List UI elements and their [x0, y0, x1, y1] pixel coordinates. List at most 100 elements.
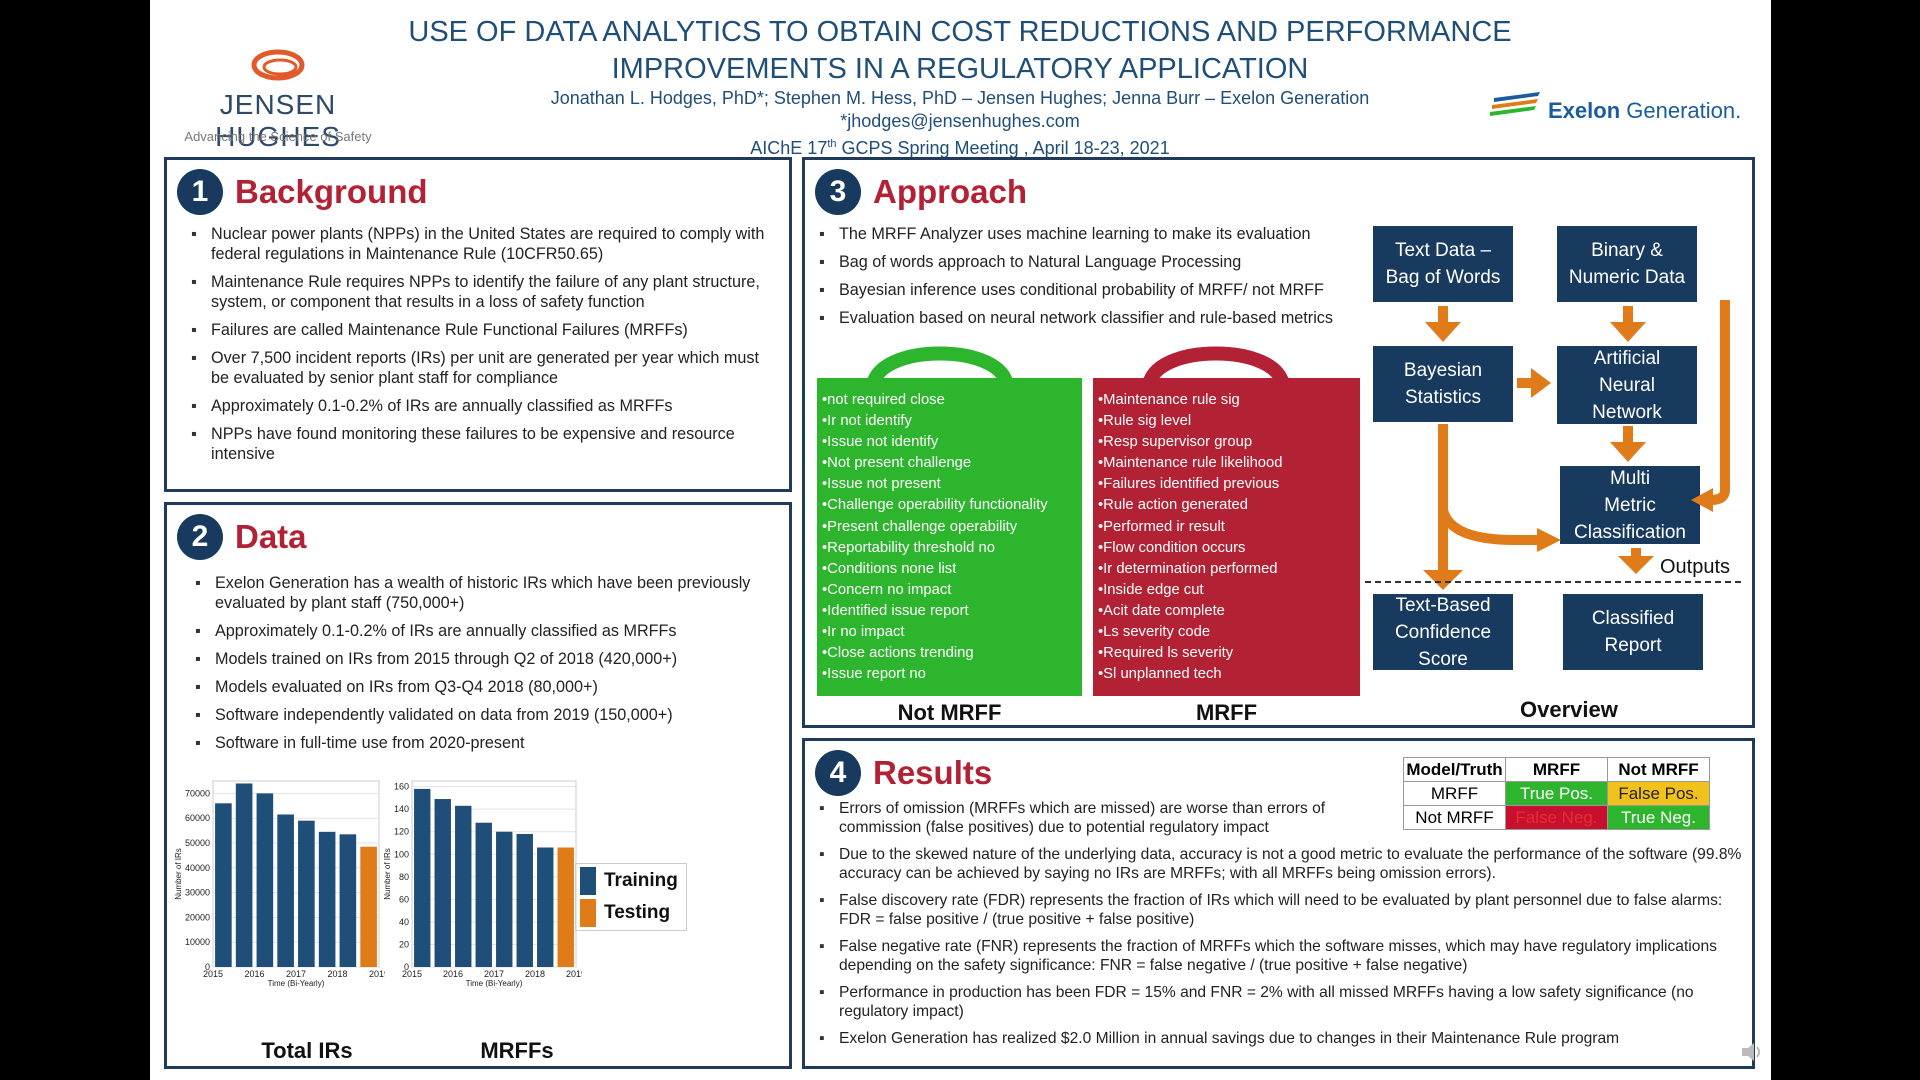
y-tick-label: 0 [205, 962, 210, 972]
legend-training-swatch [580, 867, 596, 895]
y-tick-label: 70000 [185, 788, 210, 798]
bar [537, 847, 554, 967]
not-mrff-word: •Ir not identify [822, 413, 912, 430]
not-mrff-word: •Issue not identify [822, 434, 939, 451]
section-title: Data [235, 518, 307, 555]
bar [339, 834, 357, 967]
mrff-word: •Performed ir result [1098, 518, 1225, 535]
mrff-label: MRFF [1195, 700, 1258, 725]
bullet: Errors of omission (MRFFs which are miss… [817, 799, 1377, 837]
mrff-word: •Required ls severity [1098, 645, 1234, 662]
authors: Jonathan L. Hodges, PhD*; Stephen M. Hes… [550, 88, 1370, 108]
section-title: Background [235, 173, 428, 210]
bar [496, 831, 513, 967]
section-title: Approach [873, 173, 1028, 210]
bullet: Exelon Generation has realized $2.0 Mill… [817, 1029, 1747, 1048]
bullet: Bayesian inference uses conditional prob… [817, 280, 1377, 300]
bullet: Exelon Generation has a wealth of histor… [193, 573, 783, 613]
text-data-box: Text Data – Bag of Words [1373, 226, 1513, 302]
not-mrff-word: •Present challenge operability [822, 518, 1018, 535]
y-tick-label: 60000 [185, 813, 210, 823]
chart-legend: Training Testing [575, 863, 687, 931]
bar [475, 822, 492, 967]
x-tick-label: 2015 [402, 969, 422, 979]
bullet: Software independently validated on data… [193, 705, 783, 725]
not-mrff-word: •Concern no impact [822, 581, 952, 598]
mrff-word: •Sl unplanned tech [1098, 666, 1222, 683]
email: *jhodges@jensenhughes.com [840, 111, 1080, 131]
mrff-word: •Acit date complete [1098, 602, 1225, 619]
y-tick-label: 120 [394, 827, 409, 837]
bullet: Nuclear power plants (NPPs) in the Unite… [189, 224, 779, 264]
x-tick-label: 2016 [244, 969, 264, 979]
bar [298, 820, 315, 967]
y-tick-label: 10000 [185, 937, 210, 947]
bullet: Evaluation based on neural network class… [817, 308, 1377, 328]
y-tick-label: 160 [394, 782, 409, 792]
x-tick-label: 2017 [484, 969, 504, 979]
y-tick-label: 40 [399, 917, 409, 927]
bar [516, 833, 533, 967]
y-tick-label: 60 [399, 894, 409, 904]
x-tick-label: 2018 [327, 969, 347, 979]
bar [277, 814, 294, 967]
mrff-bag-handle [1142, 346, 1290, 388]
not-mrff-word: •Reportability threshold no [822, 539, 995, 556]
not-mrff-word: •Issue report no [822, 666, 926, 683]
ann-box: Artificial Neural Network [1557, 346, 1697, 424]
not-mrff-word: •Identified issue report [822, 602, 969, 619]
bullet: Over 7,500 incident reports (IRs) per un… [189, 348, 779, 388]
bullet: The MRFF Analyzer uses machine learning … [817, 224, 1377, 244]
section-number: 4 [815, 750, 861, 796]
mrffs-chart: 0 20 40 60 80 100 120 140 160 2015 2016 2017 2018 201… [383, 780, 582, 988]
not-mrff-word: •Challenge operability functionality [822, 497, 1048, 514]
x-tick-label: 2016 [443, 969, 463, 979]
confusion-matrix: Model/Truth MRFF Not MRFF MRFF True Pos. Fal… [1403, 757, 1710, 830]
mrffs-title: MRFFs [480, 1038, 554, 1063]
exelon-name: Exelon Generation. [1548, 98, 1742, 123]
mrff-word: •Maintenance rule likelihood [1098, 455, 1283, 472]
y-tick-label: 20000 [185, 912, 210, 922]
mrff-word: •Resp supervisor group [1098, 434, 1253, 451]
data-panel: 2 Data Exelon Generation has a wealth of … [164, 502, 792, 1069]
not-mrff-word: •Ir no impact [822, 624, 905, 641]
bar [318, 831, 336, 967]
y-axis-label: Number of IRs [383, 848, 392, 900]
bullet: False discovery rate (FDR) represents th… [817, 891, 1747, 929]
y-tick-label: 30000 [185, 888, 210, 898]
classified-report-box: Classified Report [1563, 594, 1703, 670]
legend-training: Training [580, 867, 678, 895]
jensen-hughes-swirl-icon [251, 49, 305, 81]
total-irs-title: Total IRs [261, 1038, 353, 1063]
mrff-word: •Failures identified previous [1098, 476, 1280, 493]
bullet: Bag of words approach to Natural Languag… [817, 252, 1377, 272]
bar [360, 846, 377, 967]
section-number: 2 [177, 514, 223, 560]
bullet: NPPs have found monitoring these failure… [189, 424, 779, 464]
bullet: Due to the skewed nature of the underlyi… [817, 845, 1747, 883]
binary-numeric-box: Binary & Numeric Data [1557, 226, 1697, 302]
section-number: 3 [815, 169, 861, 215]
x-tick-label: 2017 [286, 969, 306, 979]
exelon-logo: Exelon Generation. [1490, 88, 1741, 128]
poster: USE OF DATA ANALYTICS TO OBTAIN COST RED… [150, 0, 1771, 1080]
y-axis-label: Number of IRs [174, 848, 183, 900]
meeting: AIChE 17th GCPS Spring Meeting , April 1… [750, 138, 1170, 158]
bullet: Approximately 0.1-0.2% of IRs are annual… [193, 621, 783, 641]
bullet: Software in full-time use from 2020-pres… [193, 733, 783, 753]
jensen-hughes-name: JENSEN HUGHES [215, 89, 341, 152]
x-tick-label: 2015 [203, 969, 223, 979]
jensen-hughes-logo: JENSEN HUGHES Advancing the Science of S… [168, 45, 388, 152]
poster-title: USE OF DATA ANALYTICS TO OBTAIN COST RED… [408, 16, 1512, 85]
mrff-word: •Flow condition occurs [1098, 539, 1246, 556]
bar [557, 847, 574, 967]
approach-panel: 3 Approach The MRFF Analyzer uses machine… [802, 157, 1755, 728]
not-mrff-word: •Issue not present [822, 476, 941, 493]
exelon-stripes-icon [1490, 92, 1540, 116]
mrff-word: •Ir determination performed [1098, 560, 1278, 577]
bullet: Models evaluated on IRs from Q3-Q4 2018 … [193, 677, 783, 697]
not-mrff-word: •Close actions trending [822, 645, 974, 662]
legend-testing-swatch [580, 899, 596, 927]
speaker-icon[interactable] [1740, 1040, 1764, 1064]
mrff-word: •Inside edge cut [1098, 581, 1204, 598]
